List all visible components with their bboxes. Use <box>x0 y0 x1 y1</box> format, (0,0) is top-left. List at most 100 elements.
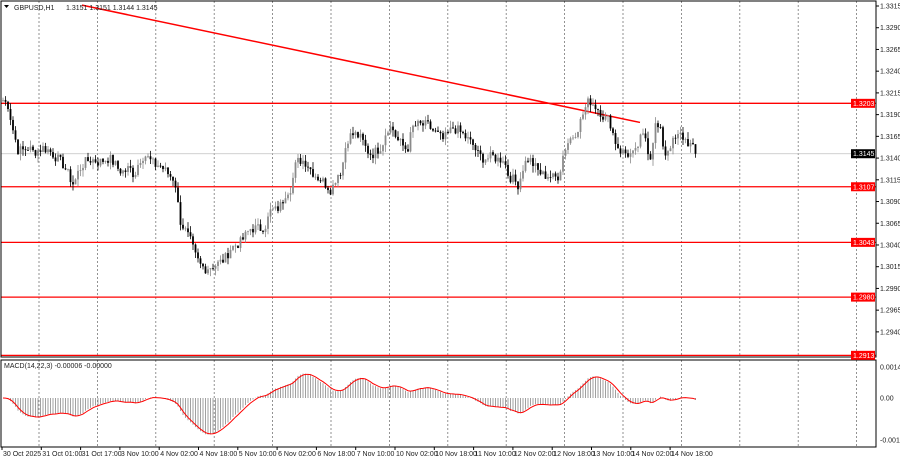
level-price-tag <box>851 98 875 108</box>
candle-body <box>367 145 369 154</box>
candle-body <box>304 160 307 167</box>
candle-body <box>152 158 154 160</box>
candle-body <box>159 165 162 167</box>
candle-body <box>249 229 252 232</box>
time-tick-label: 14 Nov 18:00 <box>671 451 713 458</box>
candle-body <box>92 159 94 163</box>
candle-body <box>117 161 119 169</box>
candle-body <box>527 160 529 162</box>
candle-body <box>407 149 409 152</box>
candle-body <box>37 150 39 156</box>
candle-body <box>347 143 349 149</box>
price-tick-label: 1.3140 <box>880 156 900 163</box>
candle-body <box>602 116 604 120</box>
candle-body <box>237 245 239 248</box>
symbol-label: GBPUSD,H1 <box>14 5 55 12</box>
candle-body <box>254 225 257 233</box>
candle-body <box>657 123 659 128</box>
candle-body <box>577 131 579 138</box>
candle-body <box>139 163 142 165</box>
candle-body <box>104 160 107 162</box>
candle-body <box>637 146 639 149</box>
candle-body <box>257 224 259 226</box>
candle-body <box>474 144 477 151</box>
candle-body <box>537 163 539 170</box>
candle-body <box>359 133 362 138</box>
level-price-tag <box>851 292 875 302</box>
candle-body <box>264 228 267 232</box>
candle-body <box>124 170 127 172</box>
time-tick-label: 4 Nov 18:00 <box>200 451 238 458</box>
candle-body <box>172 176 174 181</box>
candle-body <box>682 132 684 140</box>
candle-body <box>372 154 374 159</box>
candle-body <box>129 166 132 168</box>
candle-body <box>99 158 102 166</box>
candle-body <box>532 158 534 167</box>
candle-body <box>402 138 404 146</box>
candle-body <box>147 156 149 158</box>
candle-body <box>507 164 509 176</box>
candle-body <box>489 152 492 159</box>
candle-body <box>89 161 92 163</box>
candle-body <box>127 166 129 172</box>
candle-body <box>24 149 27 151</box>
dropdown-arrow-icon[interactable] <box>4 5 9 8</box>
trendline <box>81 4 641 124</box>
candle-body <box>259 224 262 231</box>
candle-body <box>132 167 134 178</box>
candle-body <box>579 118 582 132</box>
candle-body <box>414 125 417 127</box>
candle-body <box>349 133 352 144</box>
candle-body <box>274 206 277 209</box>
candle-body <box>654 123 657 144</box>
candle-body <box>434 130 437 132</box>
price-tick-label: 1.3115 <box>880 177 900 184</box>
candle-body <box>179 202 182 225</box>
candle-body <box>222 259 224 263</box>
candle-body <box>344 148 347 163</box>
candle-body <box>514 174 517 182</box>
candle-body <box>44 146 47 153</box>
candle-body <box>494 154 497 162</box>
candle-body <box>454 128 457 134</box>
candle-body <box>417 120 419 127</box>
candle-body <box>447 131 449 133</box>
candle-body <box>17 139 19 154</box>
candle-body <box>142 160 144 164</box>
candle-body <box>517 181 519 190</box>
candle-body <box>644 133 647 139</box>
candle-body <box>477 150 479 151</box>
candle-body <box>442 133 444 140</box>
candle-body <box>134 175 137 178</box>
candle-body <box>504 161 507 165</box>
candle-body <box>559 171 562 181</box>
candle-body <box>334 183 337 185</box>
candle-body <box>542 171 544 175</box>
price-tick-label: 1.3040 <box>880 242 900 249</box>
candle-body <box>364 139 367 146</box>
level-price-label: 1.3203 <box>853 101 875 108</box>
current-price-tag <box>851 149 875 159</box>
price-tick-label: 1.3290 <box>880 25 900 32</box>
candle-body <box>57 154 59 162</box>
candle-body <box>487 158 489 160</box>
candle-body <box>544 171 547 179</box>
candle-body <box>282 202 284 204</box>
candle-body <box>552 173 554 178</box>
candle-body <box>574 137 577 138</box>
candle-body <box>294 162 297 178</box>
candle-body <box>549 177 552 178</box>
time-tick-label: 6 Nov 02:00 <box>278 451 316 458</box>
candle-body <box>519 178 522 190</box>
time-tick-label: 31 Oct 01:00 <box>42 451 82 458</box>
candle-body <box>64 168 67 170</box>
candle-body <box>677 133 679 139</box>
price-tick-label: 1.3090 <box>880 199 900 206</box>
candle-body <box>439 131 442 134</box>
candle-body <box>59 154 62 157</box>
price-tick-label: 1.3165 <box>880 134 900 141</box>
candle-body <box>154 158 157 167</box>
candle-body <box>584 107 587 115</box>
